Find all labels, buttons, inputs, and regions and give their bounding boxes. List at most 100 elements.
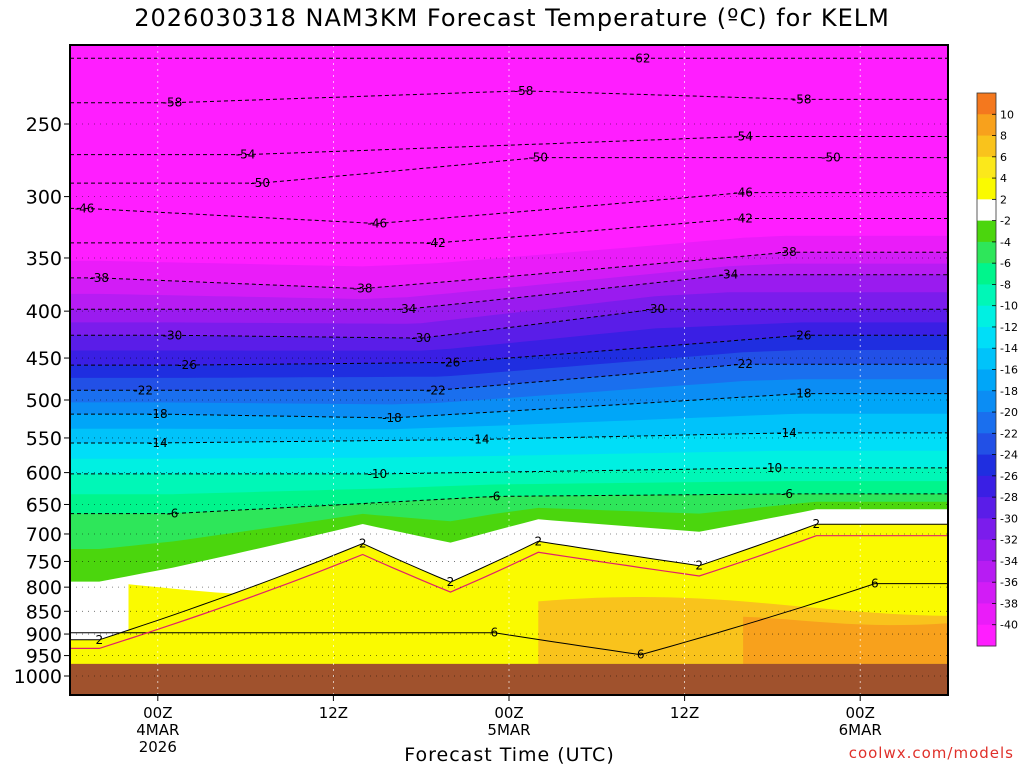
chart-title: 2026030318 NAM3KM Forecast Temperature (… bbox=[134, 4, 890, 32]
colorbar-swatch bbox=[977, 199, 996, 222]
colorbar-swatch bbox=[977, 348, 996, 370]
colorbar-swatch bbox=[977, 433, 996, 456]
colorbar-label: 4 bbox=[1000, 172, 1007, 185]
y-tick-label: 350 bbox=[26, 248, 62, 270]
isotherm-label: -6 bbox=[166, 507, 178, 521]
y-tick-label: 600 bbox=[26, 463, 62, 485]
x-tick-label: 12Z bbox=[319, 704, 348, 722]
colorbar-label: -20 bbox=[1000, 406, 1018, 419]
x-tick-label: 2026 bbox=[139, 738, 177, 756]
colorbar-label: -26 bbox=[1000, 470, 1018, 483]
colorbar-swatch bbox=[977, 241, 996, 264]
isotherm-label: -38 bbox=[89, 271, 109, 285]
y-tick-label: 400 bbox=[26, 301, 62, 323]
colorbar-label: -24 bbox=[1000, 449, 1018, 462]
isotherm-label: -50 bbox=[528, 151, 548, 165]
isotherm-label: -34 bbox=[397, 302, 417, 316]
y-tick-label: 950 bbox=[26, 646, 62, 668]
isotherm-label: -18 bbox=[792, 387, 812, 401]
y-tick-label: 700 bbox=[26, 524, 62, 546]
isotherm-label: -30 bbox=[411, 331, 431, 345]
isotherm-label: -22 bbox=[133, 383, 153, 397]
isotherm-label: 6 bbox=[637, 648, 645, 662]
colorbar-label: -16 bbox=[1000, 364, 1018, 377]
colorbar-label: 8 bbox=[1000, 130, 1007, 143]
isotherm-label: -42 bbox=[426, 236, 446, 250]
isotherm-label: -54 bbox=[733, 130, 753, 144]
x-tick-label: 12Z bbox=[670, 704, 699, 722]
colorbar-label: -22 bbox=[1000, 427, 1018, 440]
y-tick-label: 300 bbox=[26, 187, 62, 209]
isotherm-label: -50 bbox=[821, 151, 841, 165]
colorbar-label: -4 bbox=[1000, 236, 1011, 249]
isotherm-label: -22 bbox=[733, 357, 753, 371]
colorbar-swatch bbox=[977, 135, 996, 158]
colorbar-label: 10 bbox=[1000, 108, 1014, 121]
isotherm-label: -10 bbox=[367, 467, 387, 481]
colorbar-swatch bbox=[977, 475, 996, 498]
colorbar-swatch bbox=[977, 326, 996, 349]
y-tick-label: 900 bbox=[26, 624, 62, 646]
colorbar-label: -12 bbox=[1000, 321, 1018, 334]
isotherm-label: -42 bbox=[733, 212, 753, 226]
colorbar-swatch bbox=[977, 305, 996, 328]
y-tick-label: 850 bbox=[26, 601, 62, 623]
colorbar-swatch bbox=[977, 412, 996, 434]
x-tick-label: 00Z bbox=[846, 704, 875, 722]
isotherm-label: 2 bbox=[695, 559, 703, 573]
colorbar-swatch bbox=[977, 518, 996, 541]
x-tick-label: 4MAR bbox=[136, 721, 179, 739]
isotherm-label: -14 bbox=[470, 432, 490, 446]
isotherm-label: -46 bbox=[733, 186, 753, 200]
isotherm-label: -34 bbox=[719, 268, 739, 282]
isotherm-line bbox=[70, 467, 948, 475]
colorbar-label: 2 bbox=[1000, 193, 1007, 206]
isotherm-label: -46 bbox=[75, 201, 95, 215]
colorbar-swatch bbox=[977, 582, 996, 604]
y-tick-label: 500 bbox=[26, 390, 62, 412]
colorbar-label: -34 bbox=[1000, 555, 1018, 568]
colorbar-label: 6 bbox=[1000, 151, 1007, 164]
x-axis-label: Forecast Time (UTC) bbox=[404, 744, 615, 766]
isotherm-label: -26 bbox=[792, 328, 812, 342]
colorbar-label: -38 bbox=[1000, 597, 1018, 610]
isotherm-label: -18 bbox=[148, 407, 168, 421]
colorbar-label: -40 bbox=[1000, 619, 1018, 632]
isotherm-label: -54 bbox=[236, 148, 256, 162]
colorbar-swatch bbox=[977, 114, 996, 137]
freezing-line bbox=[70, 535, 948, 649]
colorbar-label: -30 bbox=[1000, 512, 1018, 525]
isotherm-label: 2 bbox=[359, 537, 367, 551]
isotherm-label: -14 bbox=[148, 436, 168, 450]
ground bbox=[70, 663, 948, 695]
x-tick-label: 00Z bbox=[494, 704, 523, 722]
colorbar-label: -6 bbox=[1000, 257, 1011, 270]
y-tick-label: 450 bbox=[26, 348, 62, 370]
isotherm-label: -6 bbox=[781, 487, 793, 501]
isotherm-label: -58 bbox=[163, 96, 183, 110]
y-tick-label: 550 bbox=[26, 428, 62, 450]
colorbar-label: -2 bbox=[1000, 215, 1011, 228]
colorbar-swatch bbox=[977, 497, 996, 519]
isotherm-label: -22 bbox=[426, 383, 446, 397]
isotherm-label: -62 bbox=[631, 51, 651, 65]
isotherm-label: -26 bbox=[177, 358, 197, 372]
isotherm-label: 2 bbox=[812, 517, 820, 531]
y-tick-label: 1000 bbox=[14, 666, 62, 688]
colorbar-swatch bbox=[977, 220, 996, 243]
isotherm-label: -10 bbox=[763, 461, 783, 475]
credit-text: coolwx.com/models bbox=[848, 744, 1014, 762]
colorbar-label: -18 bbox=[1000, 385, 1018, 398]
isotherm-label: -50 bbox=[250, 176, 270, 190]
y-tick-label: 250 bbox=[26, 114, 62, 136]
colorbar-label: -8 bbox=[1000, 278, 1011, 291]
isotherm-label: 2 bbox=[447, 575, 455, 589]
isotherm-label: -38 bbox=[353, 282, 373, 296]
colorbar-label: -32 bbox=[1000, 534, 1018, 547]
isotherm-label: -30 bbox=[646, 302, 666, 316]
colorbar-swatch bbox=[977, 156, 996, 179]
isotherm-line bbox=[70, 432, 948, 444]
colorbar-swatch bbox=[977, 93, 996, 115]
colorbar-label: -10 bbox=[1000, 300, 1018, 313]
